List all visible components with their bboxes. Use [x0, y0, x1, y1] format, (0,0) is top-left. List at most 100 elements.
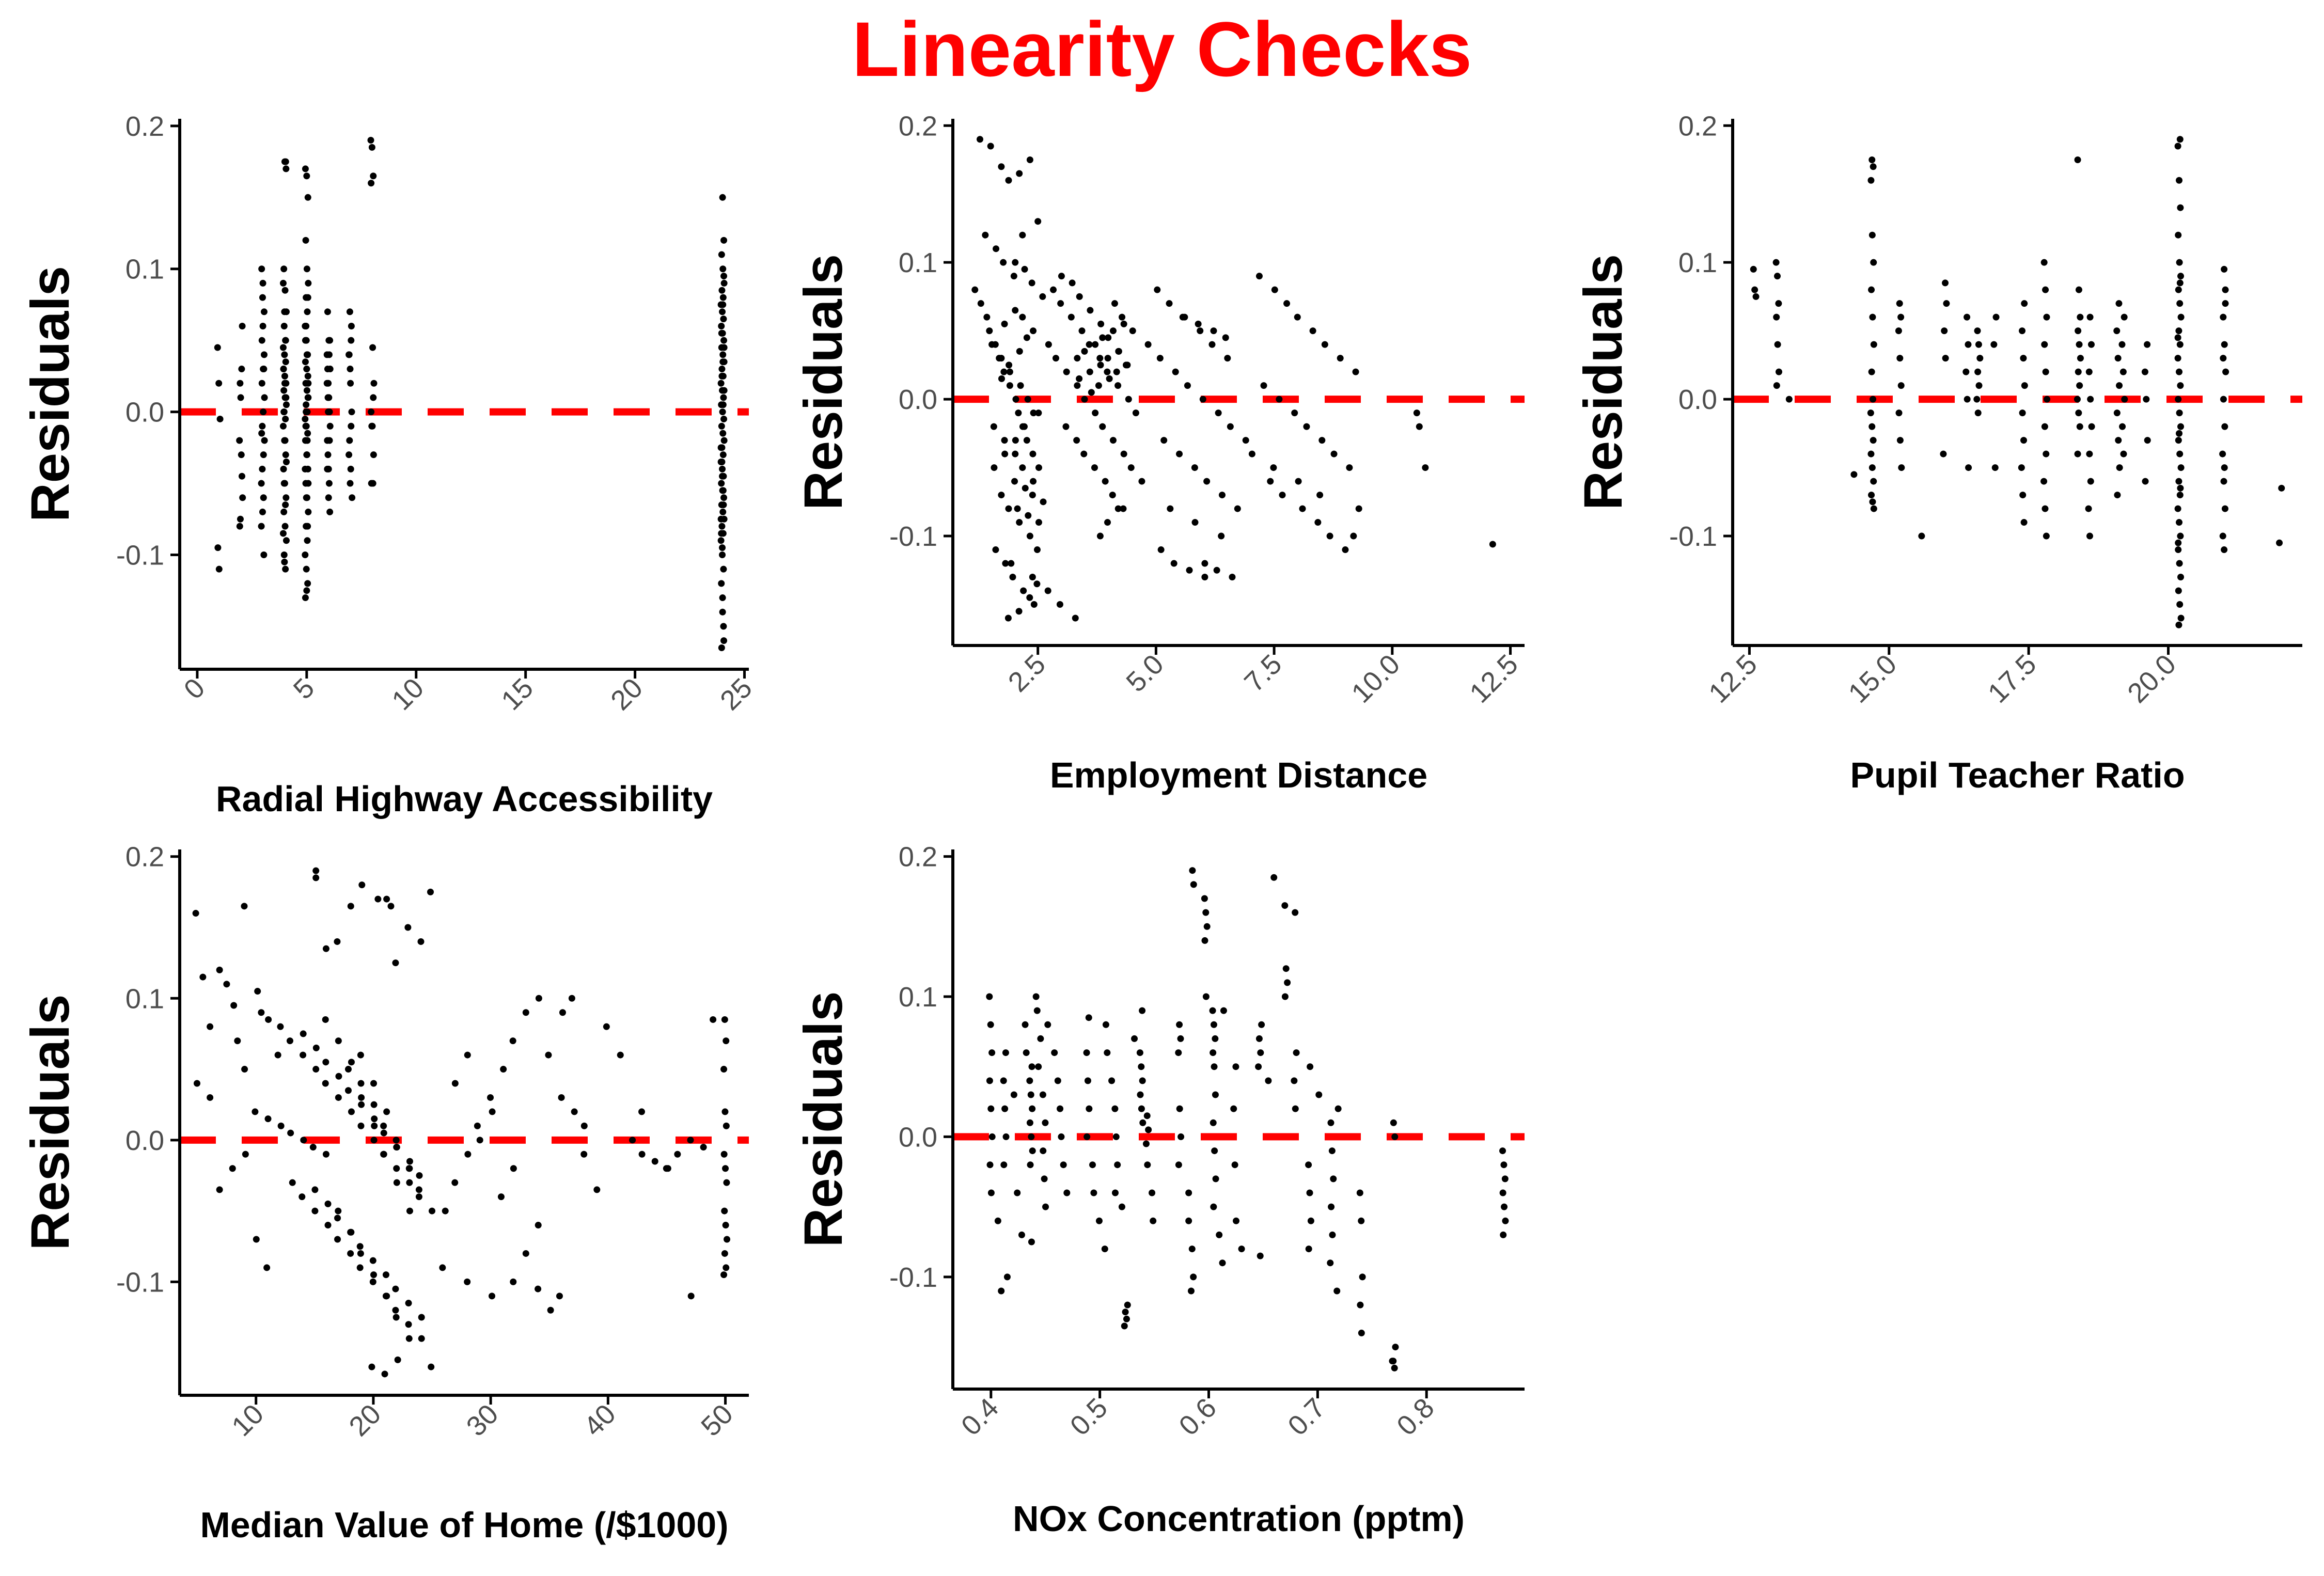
- data-point: [1120, 505, 1127, 512]
- data-point: [1212, 1091, 1219, 1098]
- data-point: [2020, 355, 2027, 362]
- data-point: [720, 237, 728, 244]
- data-point: [2174, 334, 2181, 341]
- data-point: [1973, 396, 1981, 403]
- data-point: [1179, 313, 1186, 321]
- data-point: [1063, 1189, 1071, 1196]
- data-point: [719, 608, 726, 616]
- data-point: [2040, 478, 2048, 485]
- data-point: [1101, 1246, 1108, 1253]
- data-point: [1014, 505, 1021, 512]
- data-point: [994, 1217, 1001, 1224]
- data-point: [1271, 286, 1278, 293]
- data-point: [1775, 300, 1782, 307]
- data-point: [406, 1179, 413, 1186]
- data-point: [720, 415, 728, 422]
- data-point: [2075, 409, 2082, 417]
- data-point: [1257, 1049, 1264, 1057]
- data-point: [1255, 1063, 1262, 1070]
- data-point: [1199, 396, 1206, 403]
- data-point: [335, 1094, 342, 1101]
- data-point: [700, 1144, 707, 1151]
- data-point: [2075, 368, 2082, 375]
- data-point: [719, 594, 726, 602]
- data-point: [1337, 355, 1344, 362]
- data-point: [334, 938, 341, 945]
- data-point: [1019, 464, 1026, 471]
- data-point: [302, 358, 309, 366]
- data-point: [281, 287, 289, 294]
- data-point: [1139, 1077, 1146, 1084]
- data-point: [1081, 348, 1088, 355]
- data-point: [357, 1250, 364, 1257]
- data-point: [1109, 492, 1116, 499]
- data-point: [1069, 279, 1076, 287]
- data-point: [720, 1066, 728, 1073]
- data-point: [277, 1023, 284, 1030]
- data-point: [510, 1278, 517, 1285]
- data-point: [1752, 293, 1760, 300]
- data-point: [280, 465, 287, 472]
- data-point: [1099, 334, 1106, 341]
- data-point: [1111, 300, 1118, 307]
- data-point: [1870, 396, 1877, 403]
- data-point: [1991, 464, 1999, 471]
- data-point: [1020, 587, 1027, 594]
- data-point: [242, 1151, 249, 1158]
- data-point: [405, 1321, 412, 1328]
- data-point: [1109, 327, 1117, 335]
- data-point: [367, 137, 374, 144]
- data-point: [1083, 1049, 1090, 1057]
- data-point: [234, 1037, 241, 1045]
- data-point: [241, 1066, 248, 1073]
- data-point: [710, 1016, 717, 1023]
- data-point: [2019, 409, 2026, 417]
- data-point: [392, 1137, 400, 1144]
- data-point: [720, 623, 727, 630]
- data-point: [1176, 450, 1183, 458]
- data-point: [370, 451, 377, 459]
- x-tick-label: 0.4: [955, 1392, 1005, 1442]
- data-point: [1023, 334, 1030, 341]
- data-point: [996, 355, 1003, 362]
- data-point: [347, 380, 354, 387]
- data-point: [1056, 601, 1063, 608]
- data-point: [1041, 1175, 1048, 1183]
- data-point: [721, 1108, 729, 1115]
- points-group: [971, 136, 1496, 622]
- data-point: [260, 308, 268, 316]
- data-point: [1026, 532, 1033, 540]
- data-point: [1000, 1077, 1007, 1084]
- data-point: [2220, 355, 2227, 362]
- data-point: [2076, 423, 2083, 430]
- data-point: [207, 1094, 214, 1101]
- data-point: [260, 494, 267, 501]
- data-point: [1012, 437, 1019, 444]
- data-point: [1012, 259, 1019, 266]
- data-point: [1209, 1007, 1216, 1014]
- data-point: [279, 279, 287, 287]
- data-point: [1027, 1091, 1034, 1098]
- x-tick-label: 5.0: [1120, 649, 1170, 698]
- data-point: [1111, 1189, 1119, 1196]
- data-point: [535, 1222, 542, 1229]
- data-point: [300, 1030, 307, 1037]
- data-point: [2042, 505, 2049, 512]
- data-point: [1014, 1189, 1021, 1196]
- data-point: [1104, 519, 1111, 526]
- data-point: [348, 1228, 355, 1236]
- data-point: [259, 279, 266, 287]
- data-point: [282, 459, 290, 466]
- data-point: [1292, 1105, 1299, 1112]
- data-point: [723, 1179, 730, 1186]
- data-point: [451, 1179, 459, 1186]
- data-point: [302, 551, 309, 558]
- data-point: [1774, 273, 1781, 280]
- data-point: [1105, 334, 1112, 341]
- data-point: [2220, 313, 2227, 321]
- data-point: [1037, 1035, 1044, 1042]
- y-tick-label: 0.0: [125, 397, 164, 428]
- data-point: [1029, 574, 1036, 581]
- data-point: [2222, 286, 2229, 293]
- data-point: [1942, 355, 1949, 362]
